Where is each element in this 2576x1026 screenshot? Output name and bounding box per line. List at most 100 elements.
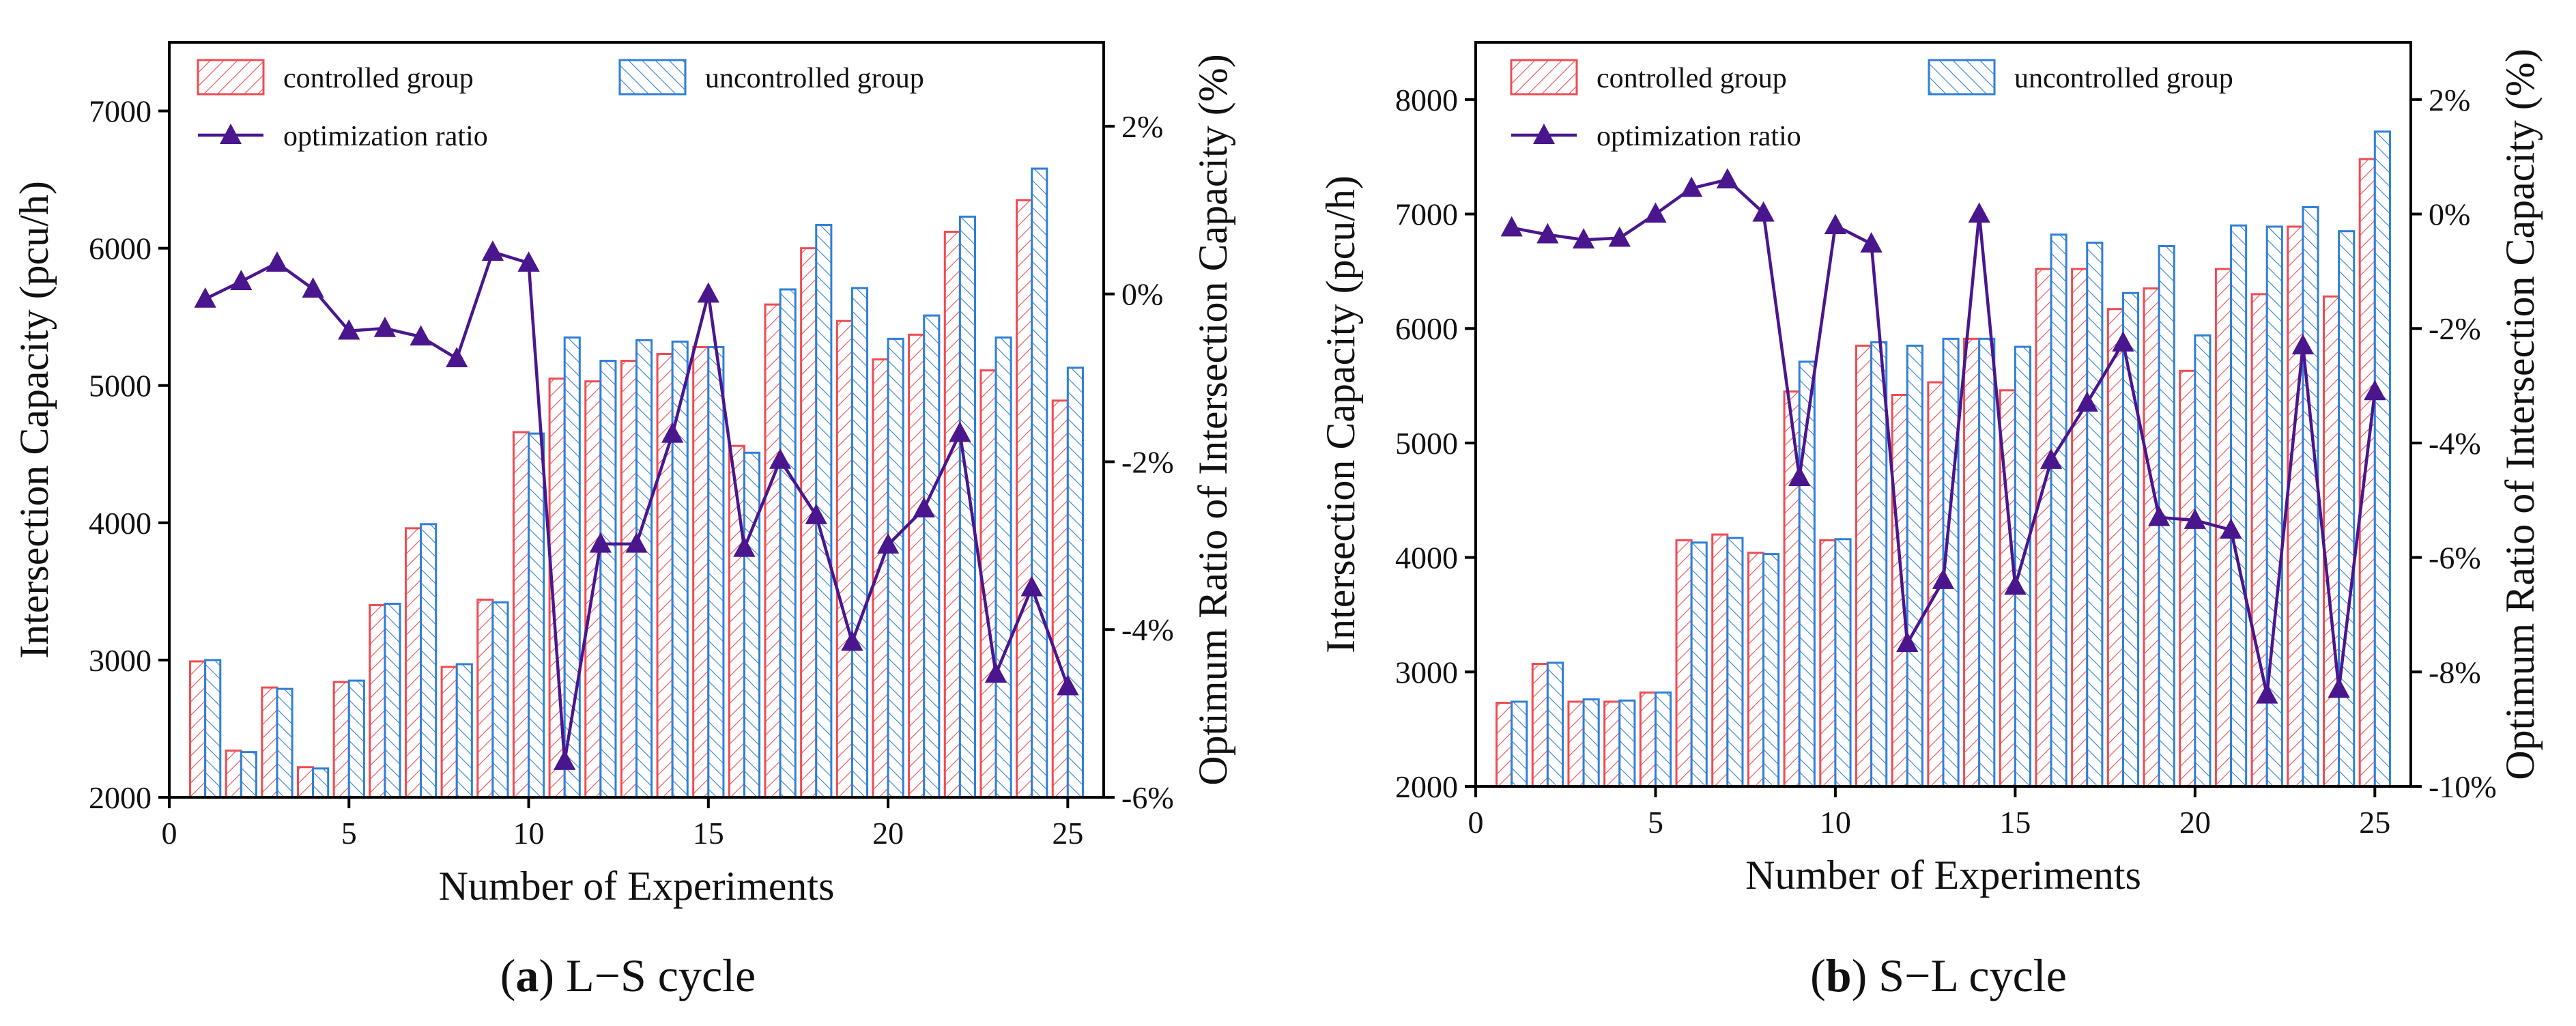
y2-tick-label: 2% <box>1121 109 1163 144</box>
ratio-point <box>1860 232 1883 253</box>
bar-uncontrolled <box>779 288 797 799</box>
ratio-point <box>769 448 792 469</box>
y2-tick-label: 0% <box>2429 197 2470 232</box>
y-tick-label: 4000 <box>1395 541 1458 575</box>
legend-uncontrolled: uncontrolled group <box>2014 63 2233 94</box>
ratio-point <box>841 630 863 651</box>
bars <box>189 167 1084 799</box>
legend-swatch-uncontrolled <box>1928 59 1996 96</box>
bar-uncontrolled <box>384 602 401 799</box>
bar-controlled <box>1747 552 1765 788</box>
bar-uncontrolled <box>743 451 761 799</box>
bar-uncontrolled <box>1031 167 1048 799</box>
bar-controlled <box>440 666 458 799</box>
y2-tick-label: -4% <box>1121 612 1174 647</box>
ratio-point <box>1932 569 1955 589</box>
y2-tick-label: 2% <box>2429 83 2470 117</box>
bar-controlled <box>332 681 350 799</box>
ratio-point <box>266 251 289 272</box>
caption-label: a <box>515 950 539 1001</box>
x-tick-label: 5 <box>1648 805 1663 840</box>
ratio-point <box>446 347 468 368</box>
bar-uncontrolled <box>923 314 941 799</box>
bar-controlled <box>261 686 278 799</box>
ratio-point <box>1608 226 1631 247</box>
bar-uncontrolled <box>2194 334 2212 788</box>
y2-tick-label: -6% <box>1121 780 1174 815</box>
ratio-point <box>230 270 253 290</box>
y-axis-label: Intersection Capacity (pcu/h) <box>1318 175 1363 653</box>
y-tick-label: 3000 <box>89 643 152 678</box>
ratio-point <box>949 421 971 442</box>
ratio-point <box>338 319 360 340</box>
ratio-point <box>2291 334 2315 355</box>
ratio-point <box>661 422 684 443</box>
ratio-point <box>1020 575 1043 597</box>
bar-controlled <box>1495 702 1513 788</box>
bar-controlled <box>404 527 423 799</box>
bar-controlled <box>1675 539 1693 788</box>
bar-controlled <box>2071 268 2089 788</box>
legend-swatch-uncontrolled <box>618 59 687 96</box>
y-tick-label: 3000 <box>1395 655 1458 689</box>
legend-controlled: controlled group <box>283 63 474 94</box>
bar-controlled <box>512 431 530 799</box>
bar-uncontrolled <box>1546 661 1564 788</box>
bar-uncontrolled <box>1511 700 1528 788</box>
bar-uncontrolled <box>2121 291 2140 788</box>
bar-controlled <box>908 333 926 799</box>
bar-uncontrolled <box>958 215 976 799</box>
legend-controlled: controlled group <box>1597 63 1787 94</box>
bar-uncontrolled <box>491 601 509 799</box>
x-axis-label: Number of Experiments <box>1745 853 2141 898</box>
legend-ratio: optimization ratio <box>1597 121 1801 152</box>
bar-controlled <box>2250 293 2268 788</box>
bar-controlled <box>225 750 242 799</box>
y2-tick-label: -4% <box>2429 426 2481 461</box>
ratio-point <box>1716 168 1738 188</box>
x-tick-label: 15 <box>1999 805 2031 840</box>
bar-uncontrolled <box>1582 698 1600 788</box>
y-tick-label: 8000 <box>1395 83 1458 117</box>
y-tick-label: 6000 <box>1395 311 1458 346</box>
y-axis-label: Intersection Capacity (pcu/h) <box>12 181 57 659</box>
ratio-point <box>876 533 900 554</box>
bar-uncontrolled <box>1978 337 1996 788</box>
ratio-point <box>517 251 540 272</box>
bar-controlled <box>1016 199 1033 799</box>
ratio-point <box>410 325 432 346</box>
bar-uncontrolled <box>635 339 653 799</box>
legend: controlled group uncontrolled group optimi… <box>197 59 924 152</box>
bar-uncontrolled <box>2302 205 2319 788</box>
bar-uncontrolled <box>1762 553 1780 788</box>
x-tick-label: 25 <box>2359 805 2390 840</box>
ratio-point <box>481 240 504 261</box>
y-tick-label: 2000 <box>89 780 152 815</box>
bar-controlled <box>297 766 315 799</box>
bar-uncontrolled <box>563 336 581 799</box>
y2-axis-label: Optimum Ratio of Intersection Capacity (… <box>2498 48 2543 780</box>
ratio-point <box>913 497 935 518</box>
ratio-point <box>589 532 612 553</box>
caption-text: L−S cycle <box>566 950 756 1001</box>
bar-uncontrolled <box>2086 241 2104 788</box>
bar-controlled <box>2179 369 2196 788</box>
chart-panel-b: 0 5 10 15 20 25 2000 3000 4000 5000 6000 7000 8000 -1… <box>1318 41 2543 1001</box>
bar-controlled <box>1819 539 1837 788</box>
y-tick-label: 5000 <box>1395 426 1458 461</box>
bar-uncontrolled <box>599 360 617 799</box>
bar-uncontrolled <box>1654 691 1672 788</box>
ratio-point <box>2148 505 2171 526</box>
ratio-point <box>2004 574 2027 595</box>
bar-uncontrolled <box>2230 224 2248 788</box>
bar-controlled <box>2287 225 2304 788</box>
caption-paren-open: ( <box>500 950 516 1001</box>
bar-controlled <box>1639 691 1657 788</box>
ratio-point <box>1824 214 1847 235</box>
ratio-point <box>373 317 397 337</box>
bar-controlled <box>692 345 710 799</box>
bar-uncontrolled <box>1618 699 1636 788</box>
plot-frame <box>1474 41 2412 788</box>
ratio-point <box>1968 202 1990 223</box>
bar-uncontrolled <box>994 336 1012 799</box>
